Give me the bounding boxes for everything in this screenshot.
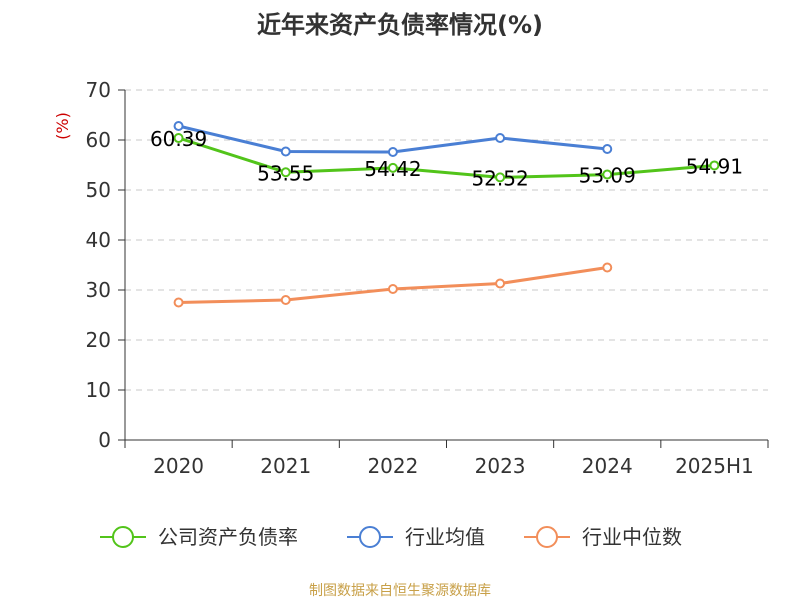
y-tick-label: 10 [86,378,111,402]
x-tick-label: 2024 [582,454,633,478]
data-label: 60.39 [150,127,207,151]
y-tick-label: 70 [86,78,111,102]
legend-label: 行业均值 [405,525,485,549]
legend-marker [536,526,558,548]
data-point [280,167,291,178]
y-tick-label: 0 [98,428,111,452]
data-point [387,162,398,173]
legend-label: 行业中位数 [582,525,682,549]
source-note: 制图数据来自恒生聚源数据库 [309,583,491,599]
y-tick-label: 50 [86,178,111,202]
y-tick-label: 60 [86,128,111,152]
x-tick-label: 2020 [153,454,204,478]
data-label: 52.52 [471,166,528,190]
x-tick-label: 2025H1 [675,454,754,478]
y-axis-unit-label: (%) [53,112,72,140]
data-point [602,144,613,154]
x-tick-label: 2023 [475,454,526,478]
data-point [387,284,398,294]
x-tick-label: 2021 [260,454,311,478]
data-point [709,160,720,171]
legend-marker [359,526,381,548]
data-point [602,262,613,273]
data-point [280,146,291,157]
data-point [495,278,506,289]
data-label: 53.55 [257,161,314,185]
data-label: 54.91 [686,154,743,178]
chart-title: 近年来资产负债率情况(%) [257,11,543,39]
legend-marker [112,526,134,548]
grid-lines [125,89,768,391]
series-lines [173,121,720,308]
x-tick-label: 2022 [367,454,418,478]
legend-label: 公司资产负债率 [158,525,298,549]
data-point [280,295,291,305]
legend: 公司资产负债率 行业均值 行业中位数 [100,525,682,549]
data-point [173,121,184,131]
data-labels: 60.39 53.55 54.42 52.52 53.09 54.91 [150,127,743,190]
data-point [495,133,506,143]
data-point [602,169,613,180]
data-point [387,147,398,157]
y-tick-label: 20 [86,328,111,352]
y-tick-label: 40 [86,228,111,252]
data-point [173,297,184,308]
data-point [173,133,184,144]
axes: 0 10 20 30 40 50 60 70 2020 2021 2022 2023 2024 2025H… [86,78,769,478]
data-point [495,172,506,183]
data-label: 54.42 [364,157,421,181]
y-tick-label: 30 [86,278,111,302]
series-line [177,136,716,179]
data-label: 53.09 [579,164,636,188]
